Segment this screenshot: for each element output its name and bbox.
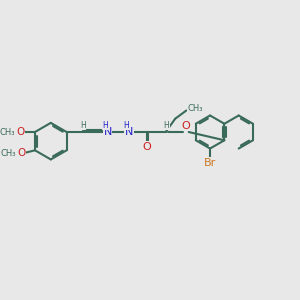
Text: CH₃: CH₃: [1, 149, 16, 158]
Text: H: H: [102, 121, 108, 130]
Text: N: N: [125, 127, 133, 137]
Text: O: O: [16, 127, 25, 137]
Text: H: H: [80, 121, 86, 130]
Text: Br: Br: [204, 158, 216, 168]
Text: O: O: [182, 121, 190, 130]
Text: O: O: [142, 142, 151, 152]
Text: N: N: [103, 127, 112, 137]
Text: CH₃: CH₃: [188, 104, 203, 113]
Text: H: H: [123, 121, 129, 130]
Text: CH₃: CH₃: [0, 128, 15, 136]
Text: O: O: [17, 148, 26, 158]
Text: H: H: [164, 121, 169, 130]
